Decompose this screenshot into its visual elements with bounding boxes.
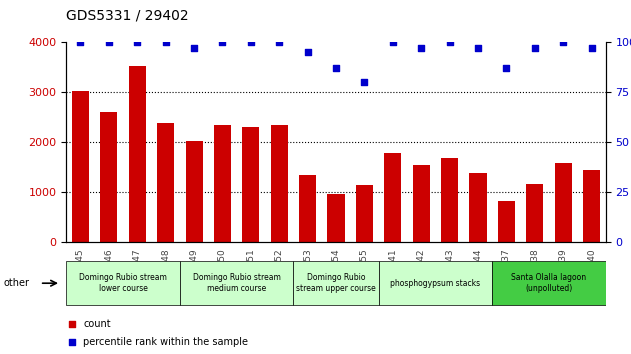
Bar: [498, 201, 515, 242]
Text: Domingo Rubio stream
lower course: Domingo Rubio stream lower course: [79, 274, 167, 293]
Point: [331, 65, 341, 71]
FancyBboxPatch shape: [180, 261, 293, 305]
Text: GDS5331 / 29402: GDS5331 / 29402: [66, 9, 189, 23]
Point: [587, 46, 597, 51]
Bar: [299, 176, 316, 242]
Point: [67, 339, 77, 344]
Point: [133, 40, 143, 45]
Point: [103, 40, 114, 45]
Point: [189, 46, 199, 51]
Text: percentile rank within the sample: percentile rank within the sample: [83, 337, 248, 347]
Point: [387, 40, 398, 45]
FancyBboxPatch shape: [492, 261, 606, 305]
Bar: [72, 91, 89, 242]
Point: [303, 50, 313, 55]
Text: other: other: [3, 278, 29, 288]
Point: [76, 40, 86, 45]
Text: count: count: [83, 319, 111, 329]
Text: Santa Olalla lagoon
(unpolluted): Santa Olalla lagoon (unpolluted): [511, 274, 587, 293]
FancyBboxPatch shape: [66, 261, 180, 305]
Bar: [100, 113, 117, 242]
Point: [246, 40, 256, 45]
Point: [67, 321, 77, 327]
Bar: [384, 154, 401, 242]
FancyBboxPatch shape: [379, 261, 492, 305]
Point: [444, 40, 454, 45]
Bar: [214, 125, 231, 242]
Point: [473, 46, 483, 51]
Text: phosphogypsum stacks: phosphogypsum stacks: [391, 279, 480, 288]
Bar: [242, 127, 259, 242]
FancyBboxPatch shape: [293, 261, 379, 305]
Bar: [583, 171, 600, 242]
Bar: [327, 194, 345, 242]
Bar: [186, 141, 203, 242]
Bar: [413, 165, 430, 242]
Point: [501, 65, 511, 71]
Point: [558, 40, 569, 45]
Point: [160, 40, 170, 45]
Bar: [469, 173, 487, 242]
Point: [360, 80, 370, 85]
Bar: [441, 159, 458, 242]
Text: Domingo Rubio
stream upper course: Domingo Rubio stream upper course: [296, 274, 376, 293]
Bar: [157, 124, 174, 242]
Text: Domingo Rubio stream
medium course: Domingo Rubio stream medium course: [192, 274, 281, 293]
Point: [274, 40, 284, 45]
Bar: [356, 185, 373, 242]
Point: [217, 40, 228, 45]
Point: [530, 46, 540, 51]
Bar: [271, 125, 288, 242]
Point: [416, 46, 427, 51]
Bar: [129, 67, 146, 242]
Bar: [555, 164, 572, 242]
Bar: [526, 184, 543, 242]
